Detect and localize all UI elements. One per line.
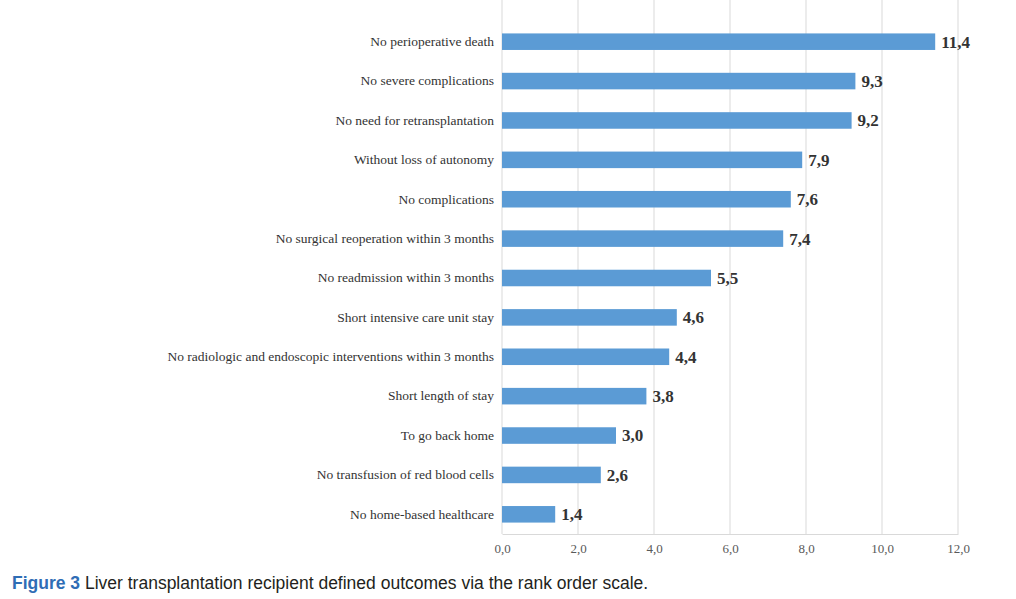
bar <box>502 112 852 129</box>
x-tick-label: 2,0 <box>570 541 586 556</box>
bar <box>502 230 783 247</box>
data-label: 3,8 <box>652 387 673 406</box>
bar <box>502 348 669 365</box>
data-labels: 11,4 9,3 9,2 7,9 7,6 7,4 5,5 4,6 4,4 3,8 3,0 2,6 1,4 <box>561 33 970 525</box>
y-tick: No complications <box>398 192 494 207</box>
bars <box>502 33 935 522</box>
y-tick-label: No radiologic and endoscopic interventio… <box>167 349 494 364</box>
y-tick-label: Short length of stay <box>388 388 494 403</box>
x-tick: 10,0 <box>871 534 894 556</box>
y-tick: No surgical reoperation within 3 months <box>276 231 494 246</box>
data-label: 7,4 <box>789 230 811 249</box>
y-tick-label: No readmission within 3 months <box>318 270 494 285</box>
data-label: 2,6 <box>607 466 628 485</box>
bar <box>502 309 677 326</box>
data-label: 3,0 <box>622 426 643 445</box>
y-tick-label: No need for retransplantation <box>335 113 494 128</box>
x-axis-line <box>503 534 959 535</box>
y-tick-label: Short intensive care unit stay <box>337 310 494 325</box>
y-tick-label: No perioperative death <box>370 34 494 49</box>
x-axis: 0,0 2,0 4,0 6,0 8,0 10,0 12,0 <box>494 534 970 556</box>
y-tick-label: No surgical reoperation within 3 months <box>276 231 494 246</box>
x-tick-label: 0,0 <box>494 541 510 556</box>
chart: 11,4 9,3 9,2 7,9 7,6 7,4 5,5 4,6 4,4 3,8 3,0 2,6 1,4… <box>0 0 1016 599</box>
data-label: 9,2 <box>858 111 879 130</box>
y-tick: No need for retransplantation <box>335 113 494 128</box>
y-tick-label: No complications <box>398 192 494 207</box>
x-tick-label: 10,0 <box>871 541 894 556</box>
y-tick: No radiologic and endoscopic interventio… <box>167 349 494 364</box>
bar <box>502 270 711 287</box>
bar <box>502 388 646 405</box>
data-label: 5,5 <box>717 269 738 288</box>
data-label: 9,3 <box>861 72 882 91</box>
x-tick: 0,0 <box>494 534 510 556</box>
y-tick: To go back home <box>401 428 494 443</box>
y-tick: No transfusion of red blood cells <box>317 467 494 482</box>
bar <box>502 33 935 50</box>
bar <box>502 191 791 208</box>
x-tick-label: 6,0 <box>722 541 738 556</box>
data-label: 7,9 <box>808 151 829 170</box>
y-tick: No perioperative death <box>370 34 494 49</box>
y-tick-label: No transfusion of red blood cells <box>317 467 494 482</box>
y-tick: Short length of stay <box>388 388 494 403</box>
bar <box>502 427 616 444</box>
y-tick: Without loss of autonomy <box>354 152 494 167</box>
x-tick: 12,0 <box>947 534 970 556</box>
y-tick: No readmission within 3 months <box>318 270 494 285</box>
bar <box>502 506 555 523</box>
bar <box>502 467 601 484</box>
y-tick-label: No home-based healthcare <box>350 507 494 522</box>
y-axis: No perioperative death No severe complica… <box>167 34 494 522</box>
y-tick-label: To go back home <box>401 428 494 443</box>
x-tick-label: 4,0 <box>646 541 662 556</box>
grid <box>502 0 958 534</box>
x-tick-label: 8,0 <box>798 541 814 556</box>
data-label: 1,4 <box>561 505 583 524</box>
title: Figure 3 Liver transplantation recipient… <box>12 573 648 593</box>
y-tick-label: No severe complications <box>361 73 494 88</box>
bar <box>502 73 855 90</box>
x-tick: 6,0 <box>722 534 738 556</box>
y-tick: No severe complications <box>361 73 494 88</box>
x-tick-label: 12,0 <box>947 541 970 556</box>
data-label: 11,4 <box>941 33 970 52</box>
y-tick-label: Without loss of autonomy <box>354 152 494 167</box>
x-tick: 4,0 <box>646 534 662 556</box>
grid-line <box>958 0 959 534</box>
y-tick: No home-based healthcare <box>350 507 494 522</box>
x-tick: 8,0 <box>798 534 814 556</box>
data-label: 4,4 <box>675 348 697 367</box>
data-label: 7,6 <box>797 190 818 209</box>
data-label: 4,6 <box>683 308 704 327</box>
y-tick: Short intensive care unit stay <box>337 310 494 325</box>
bar <box>502 152 802 169</box>
x-tick: 2,0 <box>570 534 586 556</box>
